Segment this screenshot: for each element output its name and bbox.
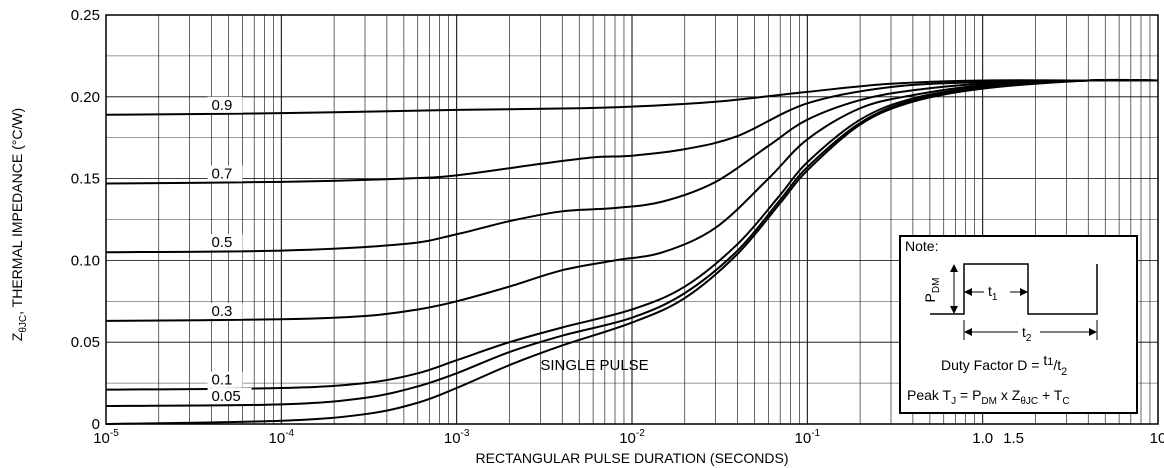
curve-label-0.5: 0.5	[212, 234, 233, 251]
y-tick-labels: 0 0.05 0.10 0.15 0.20 0.25	[71, 7, 100, 433]
x-tick-label: 1.5	[1003, 430, 1024, 447]
x-tick-labels: 10-5 10-4 10-3 10-2 10-1 1.0 1.5 10	[93, 428, 1164, 447]
curve-label-0.7: 0.7	[212, 166, 233, 183]
y-tick-label: 0.20	[71, 89, 100, 106]
note-box: Note: PDM t1 t2 Duty Factor D = t1/t2 Pe…	[900, 236, 1137, 413]
curve-label-single-pulse: SINGLE PULSE	[540, 357, 648, 374]
y-tick-label: 0.10	[71, 252, 100, 269]
curve-label-0.1: 0.1	[212, 372, 233, 389]
curve-label-0.05: 0.05	[212, 388, 241, 405]
y-tick-label: 0.25	[71, 7, 100, 24]
y-axis-title-rest: , THERMAL IMPEDANCE (°C/W)	[9, 108, 25, 315]
x-tick-label: 10	[1150, 430, 1164, 447]
x-tick-label: 10-3	[444, 428, 470, 447]
x-tick-label: 10-4	[269, 428, 295, 447]
y-tick-label: 0.05	[71, 334, 100, 351]
curve-label-0.9: 0.9	[212, 97, 233, 114]
y-tick-label: 0.15	[71, 171, 100, 188]
curve-label-0.3: 0.3	[212, 303, 233, 320]
x-tick-label: 1.0	[972, 430, 993, 447]
note-title: Note:	[905, 238, 938, 254]
y-tick-label: 0	[92, 416, 100, 433]
y-axis-title: ZθJC, THERMAL IMPEDANCE (°C/W)	[9, 108, 29, 341]
x-tick-label: 10-1	[795, 428, 821, 447]
x-axis-title: RECTANGULAR PULSE DURATION (SECONDS)	[476, 450, 789, 466]
y-axis-title-sub: θJC	[18, 315, 29, 333]
x-tick-label: 10-2	[619, 428, 645, 447]
